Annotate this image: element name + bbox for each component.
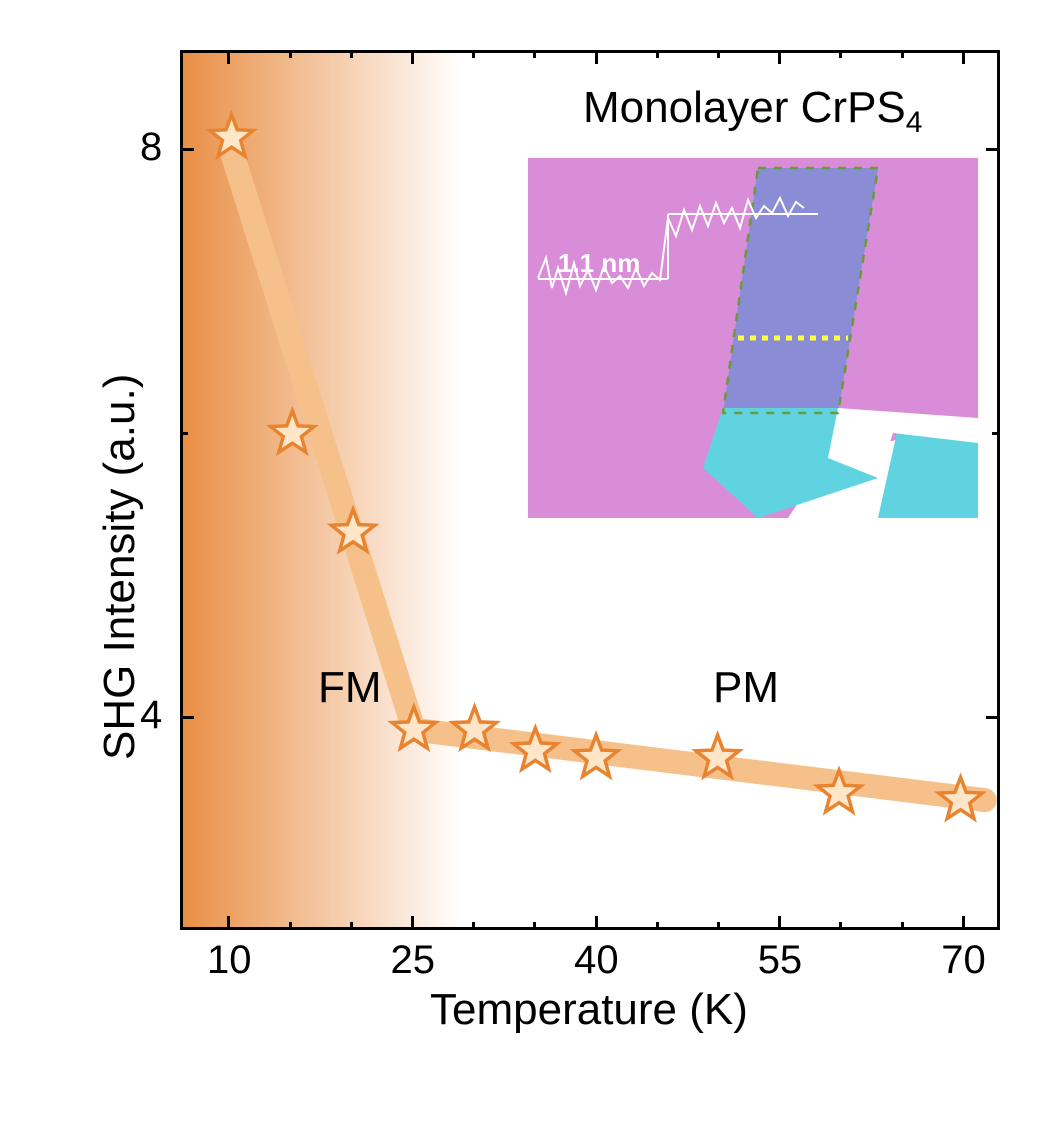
data-point-star: [453, 707, 496, 748]
x-tick-label: 10: [207, 938, 252, 983]
data-point-star: [696, 735, 739, 776]
x-tick-label: 70: [941, 938, 986, 983]
data-point-star: [574, 735, 617, 776]
inset-thickness-label: 1.1 nm: [558, 248, 640, 279]
fm-gradient: [183, 53, 462, 927]
plot-area: Monolayer CrPS4 FM PM 1.1 nm: [180, 50, 1000, 930]
chart-container: SHG Intensity (a.u.) Temperature (K) Mon…: [60, 30, 1030, 1030]
x-tick-label: 25: [391, 938, 436, 983]
data-point-star: [331, 509, 374, 550]
data-point-star: [210, 115, 253, 156]
chart-title: Monolayer CrPS4: [583, 83, 922, 140]
data-point-star: [514, 728, 557, 769]
phase-label-fm: FM: [318, 663, 382, 713]
y-axis-title: SHG Intensity (a.u.): [95, 374, 145, 760]
phase-label-pm: PM: [713, 663, 779, 713]
x-tick-label: 55: [758, 938, 803, 983]
inset-micrograph: 1.1 nm: [528, 158, 978, 518]
data-point-star: [817, 770, 860, 811]
data-point-star: [939, 777, 982, 818]
y-tick-label: 8: [140, 125, 162, 170]
y-tick-label: 4: [140, 693, 162, 738]
x-axis-title: Temperature (K): [430, 985, 748, 1035]
data-point-star: [392, 707, 435, 748]
x-tick-label: 40: [574, 938, 619, 983]
inset-svg: [528, 158, 978, 518]
data-point-star: [271, 411, 314, 452]
